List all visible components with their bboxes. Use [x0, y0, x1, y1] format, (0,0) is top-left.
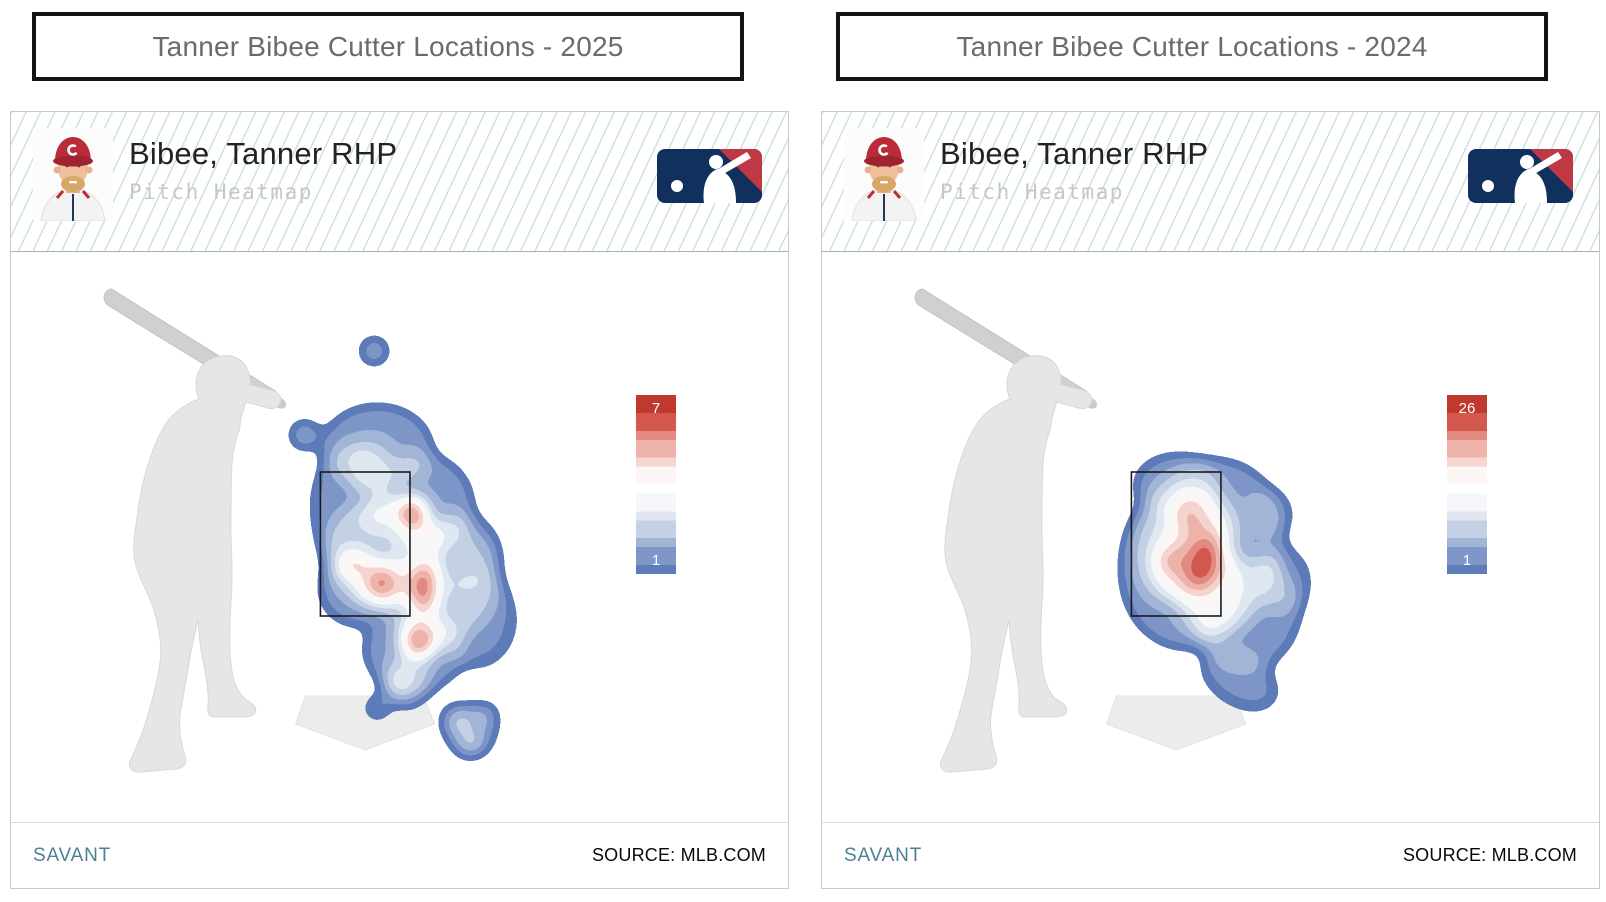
- panel-2024: Tanner Bibee Cutter Locations - 2024: [821, 0, 1600, 902]
- card-footer: SAVANT SOURCE: MLB.COM: [11, 822, 788, 888]
- legend-max-label: 26: [1458, 400, 1476, 417]
- heatmap-plot-2025: 7 1: [11, 252, 788, 825]
- player-name: Bibee, Tanner RHP: [129, 136, 398, 171]
- page-title: Tanner Bibee Cutter Locations - 2025: [152, 30, 624, 62]
- source-credit: SOURCE: MLB.COM: [591, 845, 766, 865]
- legend-min-label: 1: [1462, 552, 1472, 569]
- player-name: Bibee, Tanner RHP: [940, 136, 1209, 171]
- color-scale-legend: 26 1: [1447, 395, 1487, 574]
- card-header: Bibee, Tanner RHP Pitch Heatmap: [822, 112, 1599, 252]
- savant-brand: SAVANT: [33, 844, 111, 866]
- savant-brand: SAVANT: [844, 844, 922, 866]
- title-box-2025: Tanner Bibee Cutter Locations - 2025: [32, 12, 744, 81]
- legend-gradient-bar: [636, 395, 676, 574]
- heatmap-svg: [914, 288, 1312, 773]
- mlb-logo-icon: [657, 149, 762, 203]
- chart-subtitle: Pitch Heatmap: [129, 180, 313, 204]
- heatmap-plot-2024: 26 1: [822, 252, 1599, 825]
- page-title: Tanner Bibee Cutter Locations - 2024: [956, 30, 1428, 62]
- mlb-logo-icon: [1468, 149, 1573, 203]
- strike-zone: [1130, 471, 1222, 617]
- panel-2025: Tanner Bibee Cutter Locations - 2025: [10, 0, 789, 902]
- player-avatar: [33, 128, 113, 221]
- heatmap-card-2025: Bibee, Tanner RHP Pitch Heatmap 7: [10, 111, 789, 889]
- density-contours: [1120, 454, 1312, 711]
- strike-zone: [319, 471, 411, 617]
- player-avatar: [844, 128, 924, 221]
- legend-gradient-bar: [1447, 395, 1487, 574]
- heatmap-svg: [103, 288, 517, 773]
- heatmap-card-2024: Bibee, Tanner RHP Pitch Heatmap 26: [821, 111, 1600, 889]
- source-credit: SOURCE: MLB.COM: [1402, 845, 1577, 865]
- legend-max-label: 7: [651, 400, 661, 417]
- density-contours: [291, 339, 517, 756]
- card-footer: SAVANT SOURCE: MLB.COM: [822, 822, 1599, 888]
- chart-subtitle: Pitch Heatmap: [940, 180, 1124, 204]
- title-box-2024: Tanner Bibee Cutter Locations - 2024: [836, 12, 1548, 81]
- legend-min-label: 1: [651, 552, 661, 569]
- card-header: Bibee, Tanner RHP Pitch Heatmap: [11, 112, 788, 252]
- color-scale-legend: 7 1: [636, 395, 676, 574]
